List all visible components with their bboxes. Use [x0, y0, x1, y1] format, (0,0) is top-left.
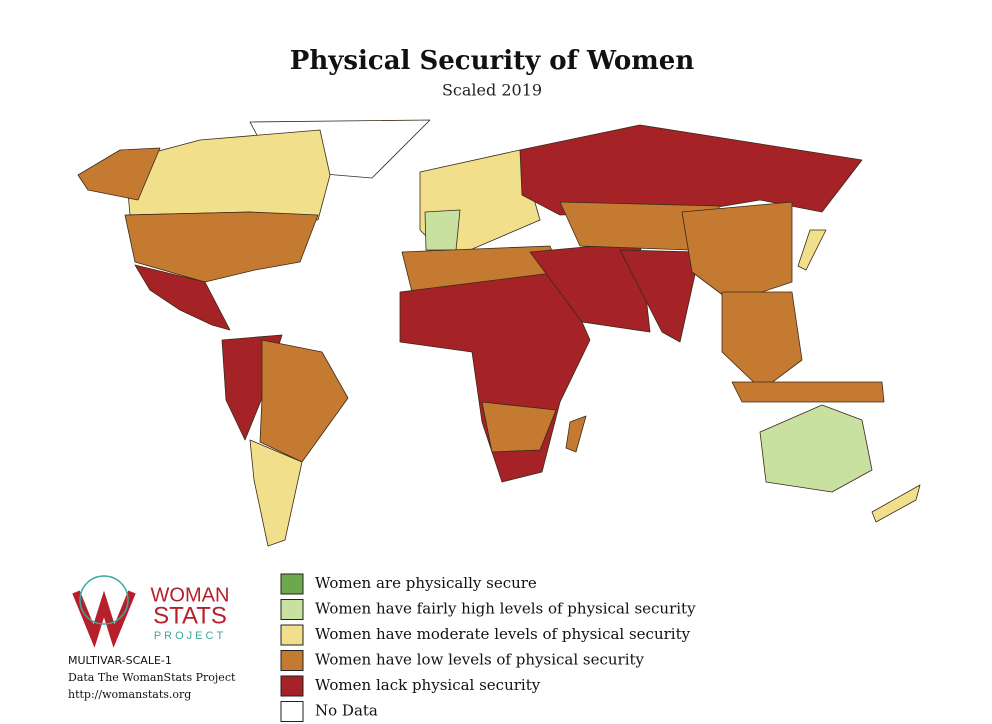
legend-label: Women are physically secure [315, 574, 537, 592]
legend-label: Women have fairly high levels of physica… [315, 600, 696, 618]
logo-text: WOMAN [151, 584, 230, 606]
indonesia [731, 381, 885, 403]
japan [797, 229, 827, 271]
south-asia [619, 249, 701, 343]
title: Physical Security of Women [290, 46, 695, 76]
credits: MULTIVAR-SCALE-1 Data The WomanStats Proj… [68, 654, 236, 701]
alaska [77, 147, 161, 201]
logo: WOMAN STATS PROJECT [72, 575, 230, 648]
legend-swatch [280, 701, 304, 722]
southeast-asia [721, 291, 803, 391]
southern-africa [481, 401, 557, 453]
southern-cone [249, 439, 303, 547]
subtitle: Scaled 2019 [442, 81, 542, 100]
legend: Women are physically secure Women have fa… [280, 573, 696, 722]
australia [759, 404, 873, 493]
logo-text: PROJECT [154, 630, 226, 642]
new-zealand [871, 484, 921, 523]
logo-globe [79, 575, 129, 625]
usa [124, 211, 319, 283]
legend-swatch [280, 624, 304, 646]
legend-label: Women have moderate levels of physical s… [315, 625, 691, 643]
credit-line: http://womanstats.org [68, 688, 191, 701]
legend-swatch [280, 599, 304, 620]
legend-label: Women lack physical security [315, 676, 541, 694]
legend-label: Women have low levels of physical securi… [315, 651, 645, 669]
credit-line: MULTIVAR-SCALE-1 [68, 654, 172, 667]
mexico-central-america [134, 264, 231, 331]
legend-swatch [280, 650, 304, 671]
legend-label: No Data [315, 702, 378, 720]
legend-swatch [280, 675, 304, 697]
world-map [77, 119, 921, 547]
logo-mark [72, 590, 136, 648]
logo-text: STATS [153, 602, 227, 629]
credit-line: Data The WomanStats Project [68, 671, 236, 684]
legend-swatch [280, 573, 304, 595]
iberia [424, 209, 461, 251]
madagascar [565, 415, 587, 453]
russia [519, 124, 863, 216]
